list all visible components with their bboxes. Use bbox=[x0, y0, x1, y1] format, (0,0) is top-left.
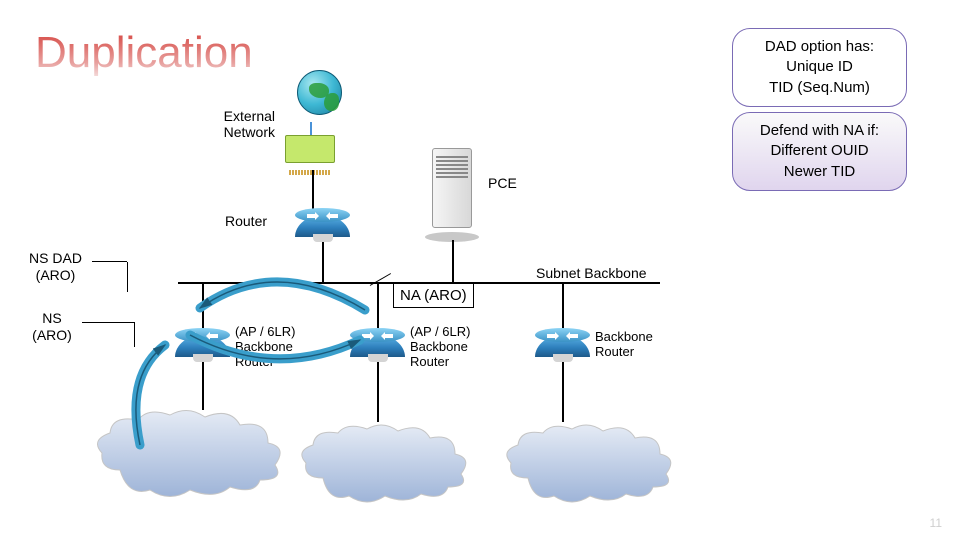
page-number: 11 bbox=[930, 516, 942, 530]
server-icon bbox=[425, 148, 480, 238]
router-icon bbox=[295, 215, 350, 237]
info-box-defend: Defend with NA if: Different OUID Newer … bbox=[732, 112, 907, 191]
pce-label: PCE bbox=[488, 175, 517, 191]
info-line: Different OUID bbox=[751, 141, 888, 161]
router-label: Router bbox=[225, 213, 267, 229]
info-line: Unique ID bbox=[751, 57, 888, 77]
connector-line bbox=[562, 362, 564, 422]
info-line: Defend with NA if: bbox=[751, 121, 888, 141]
globe-icon bbox=[290, 70, 350, 125]
nic-card-icon bbox=[285, 135, 340, 170]
backbone-router-icon bbox=[535, 335, 590, 357]
info-line: Newer TID bbox=[751, 162, 888, 182]
info-box-dad-option: DAD option has: Unique ID TID (Seq.Num) bbox=[732, 28, 907, 107]
subnet-cloud-icon bbox=[500, 420, 680, 505]
callout-ns-dad: NS DAD (ARO) bbox=[18, 250, 93, 284]
message-arrow-na bbox=[155, 250, 415, 330]
external-network-label: External Network bbox=[195, 108, 275, 140]
subnet-backbone-label: Subnet Backbone bbox=[536, 265, 647, 281]
connector-line bbox=[452, 240, 454, 282]
connector-line bbox=[562, 282, 564, 332]
info-line: TID (Seq.Num) bbox=[751, 78, 888, 98]
network-diagram: External Network Router PCE Subnet Backb… bbox=[0, 30, 720, 510]
callout-ns: NS (ARO) bbox=[22, 310, 82, 344]
backbone-router-label: Backbone Router bbox=[595, 330, 680, 360]
info-line: DAD option has: bbox=[751, 37, 888, 57]
callout-na: NA (ARO) bbox=[393, 283, 474, 308]
